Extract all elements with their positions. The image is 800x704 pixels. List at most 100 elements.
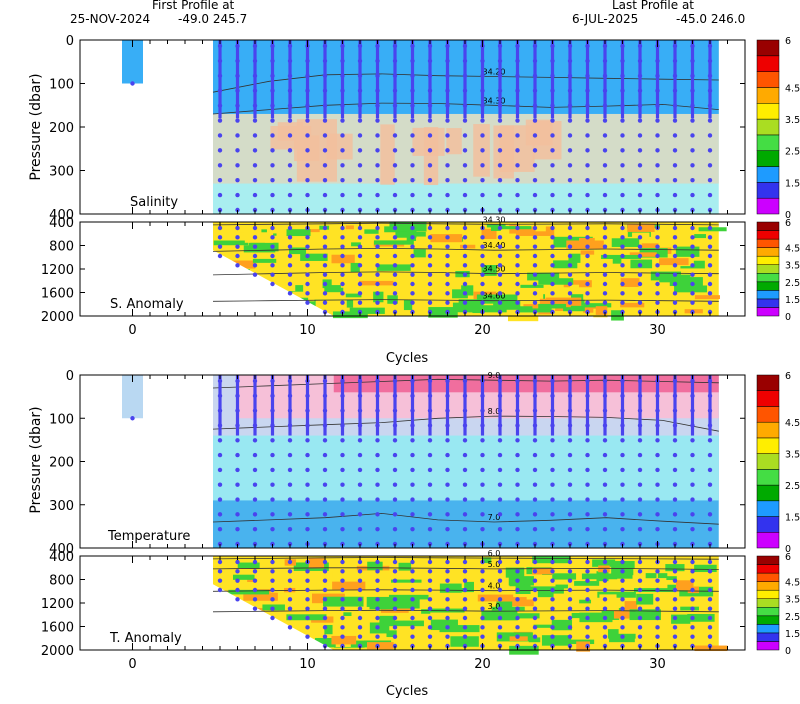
profile-point	[340, 148, 345, 153]
profile-point	[427, 467, 433, 473]
profile-point	[287, 225, 293, 231]
profile-point	[305, 512, 310, 517]
profile-point	[270, 263, 275, 268]
profile-point	[462, 438, 468, 443]
profile-point	[602, 148, 608, 153]
profile-point	[620, 615, 625, 621]
profile-point	[427, 634, 433, 639]
profile-point	[357, 163, 363, 168]
profile-point	[252, 163, 258, 168]
profile-point	[480, 634, 485, 639]
profile-point	[410, 118, 415, 123]
profile-point	[270, 163, 275, 168]
profile-point	[567, 192, 573, 198]
profile-point	[480, 512, 485, 517]
ytick-label: 200	[49, 121, 74, 136]
contour-label: 34.60	[483, 292, 506, 301]
profile-point	[515, 438, 520, 443]
anomaly-cell	[629, 252, 657, 257]
profile-point	[322, 482, 328, 487]
profile-point	[375, 559, 380, 565]
profile-point	[585, 235, 590, 240]
profile-point	[340, 467, 345, 473]
anomaly-cell	[439, 625, 480, 633]
profile-point	[655, 615, 660, 621]
profile-point	[497, 438, 503, 443]
profile-point	[445, 587, 450, 593]
profile-point	[322, 148, 328, 153]
profile-point	[217, 526, 223, 532]
profile-point	[655, 578, 660, 583]
anomaly-cell	[667, 584, 677, 592]
profile-point	[707, 272, 713, 277]
profile-point	[567, 253, 573, 259]
profile-point	[672, 235, 678, 240]
anomaly-cell	[247, 578, 256, 583]
profile-point	[305, 235, 310, 240]
profile-point	[480, 192, 485, 198]
profile-point	[340, 569, 345, 574]
profile-point	[707, 244, 713, 249]
profile-point	[672, 291, 678, 296]
profile-point	[340, 225, 345, 231]
profile-point	[357, 578, 363, 583]
profile-point	[287, 281, 293, 287]
profile-point	[567, 263, 573, 268]
anomaly-cell	[228, 589, 269, 595]
profile-point	[305, 587, 310, 593]
profile-point	[340, 606, 345, 611]
profile-point	[690, 272, 695, 277]
profile-point	[497, 625, 503, 630]
profile-point	[515, 177, 520, 183]
colorbar-swatch	[756, 615, 780, 625]
profile-point	[445, 291, 450, 296]
profile-point	[672, 597, 678, 602]
anomaly-cell	[389, 222, 427, 232]
profile-point	[497, 467, 503, 473]
profile-point	[445, 177, 450, 183]
anomaly-cell	[460, 244, 476, 249]
profile-point	[585, 559, 590, 565]
anomaly-cell	[450, 636, 479, 647]
profile-point	[392, 225, 398, 231]
colorbar-swatch	[756, 230, 780, 240]
colorbar-swatch	[756, 118, 780, 136]
profile-point	[567, 177, 573, 183]
profile-point	[270, 467, 275, 473]
contour-label: 6.0	[488, 549, 501, 558]
profile-point	[707, 148, 713, 153]
anomaly-cell	[657, 573, 668, 579]
profile-point	[410, 559, 415, 565]
profile-point	[375, 225, 380, 231]
profile-point	[655, 192, 660, 198]
peach-patch	[380, 124, 395, 185]
profile-point	[322, 606, 328, 611]
profile-point	[655, 569, 660, 574]
profile-point	[427, 438, 433, 443]
profile-point	[707, 192, 713, 198]
profile-point	[357, 300, 363, 305]
profile-point	[427, 225, 433, 231]
ytick-label: 400	[49, 216, 74, 231]
profile-point	[515, 634, 520, 639]
profile-point	[567, 482, 573, 487]
shallow-profile-field	[122, 375, 143, 419]
profile-point	[445, 452, 450, 458]
anomaly-cell	[516, 226, 555, 236]
profile-point	[427, 597, 433, 602]
contour-line	[212, 247, 719, 252]
colorbar-swatch	[756, 150, 780, 167]
profile-point	[550, 281, 555, 287]
anomaly-cell	[468, 305, 507, 313]
profile-point	[550, 118, 555, 123]
contour-label: 34.50	[483, 265, 506, 274]
first-profile-label: First Profile at	[152, 0, 235, 12]
ylabel: Pressure (dbar)	[28, 73, 44, 180]
colorbar-swatch	[756, 555, 780, 565]
profile-point	[602, 235, 608, 240]
profile-point	[357, 625, 363, 630]
profile-point	[235, 578, 240, 583]
profile-point	[322, 512, 328, 517]
profile-point	[672, 244, 678, 249]
